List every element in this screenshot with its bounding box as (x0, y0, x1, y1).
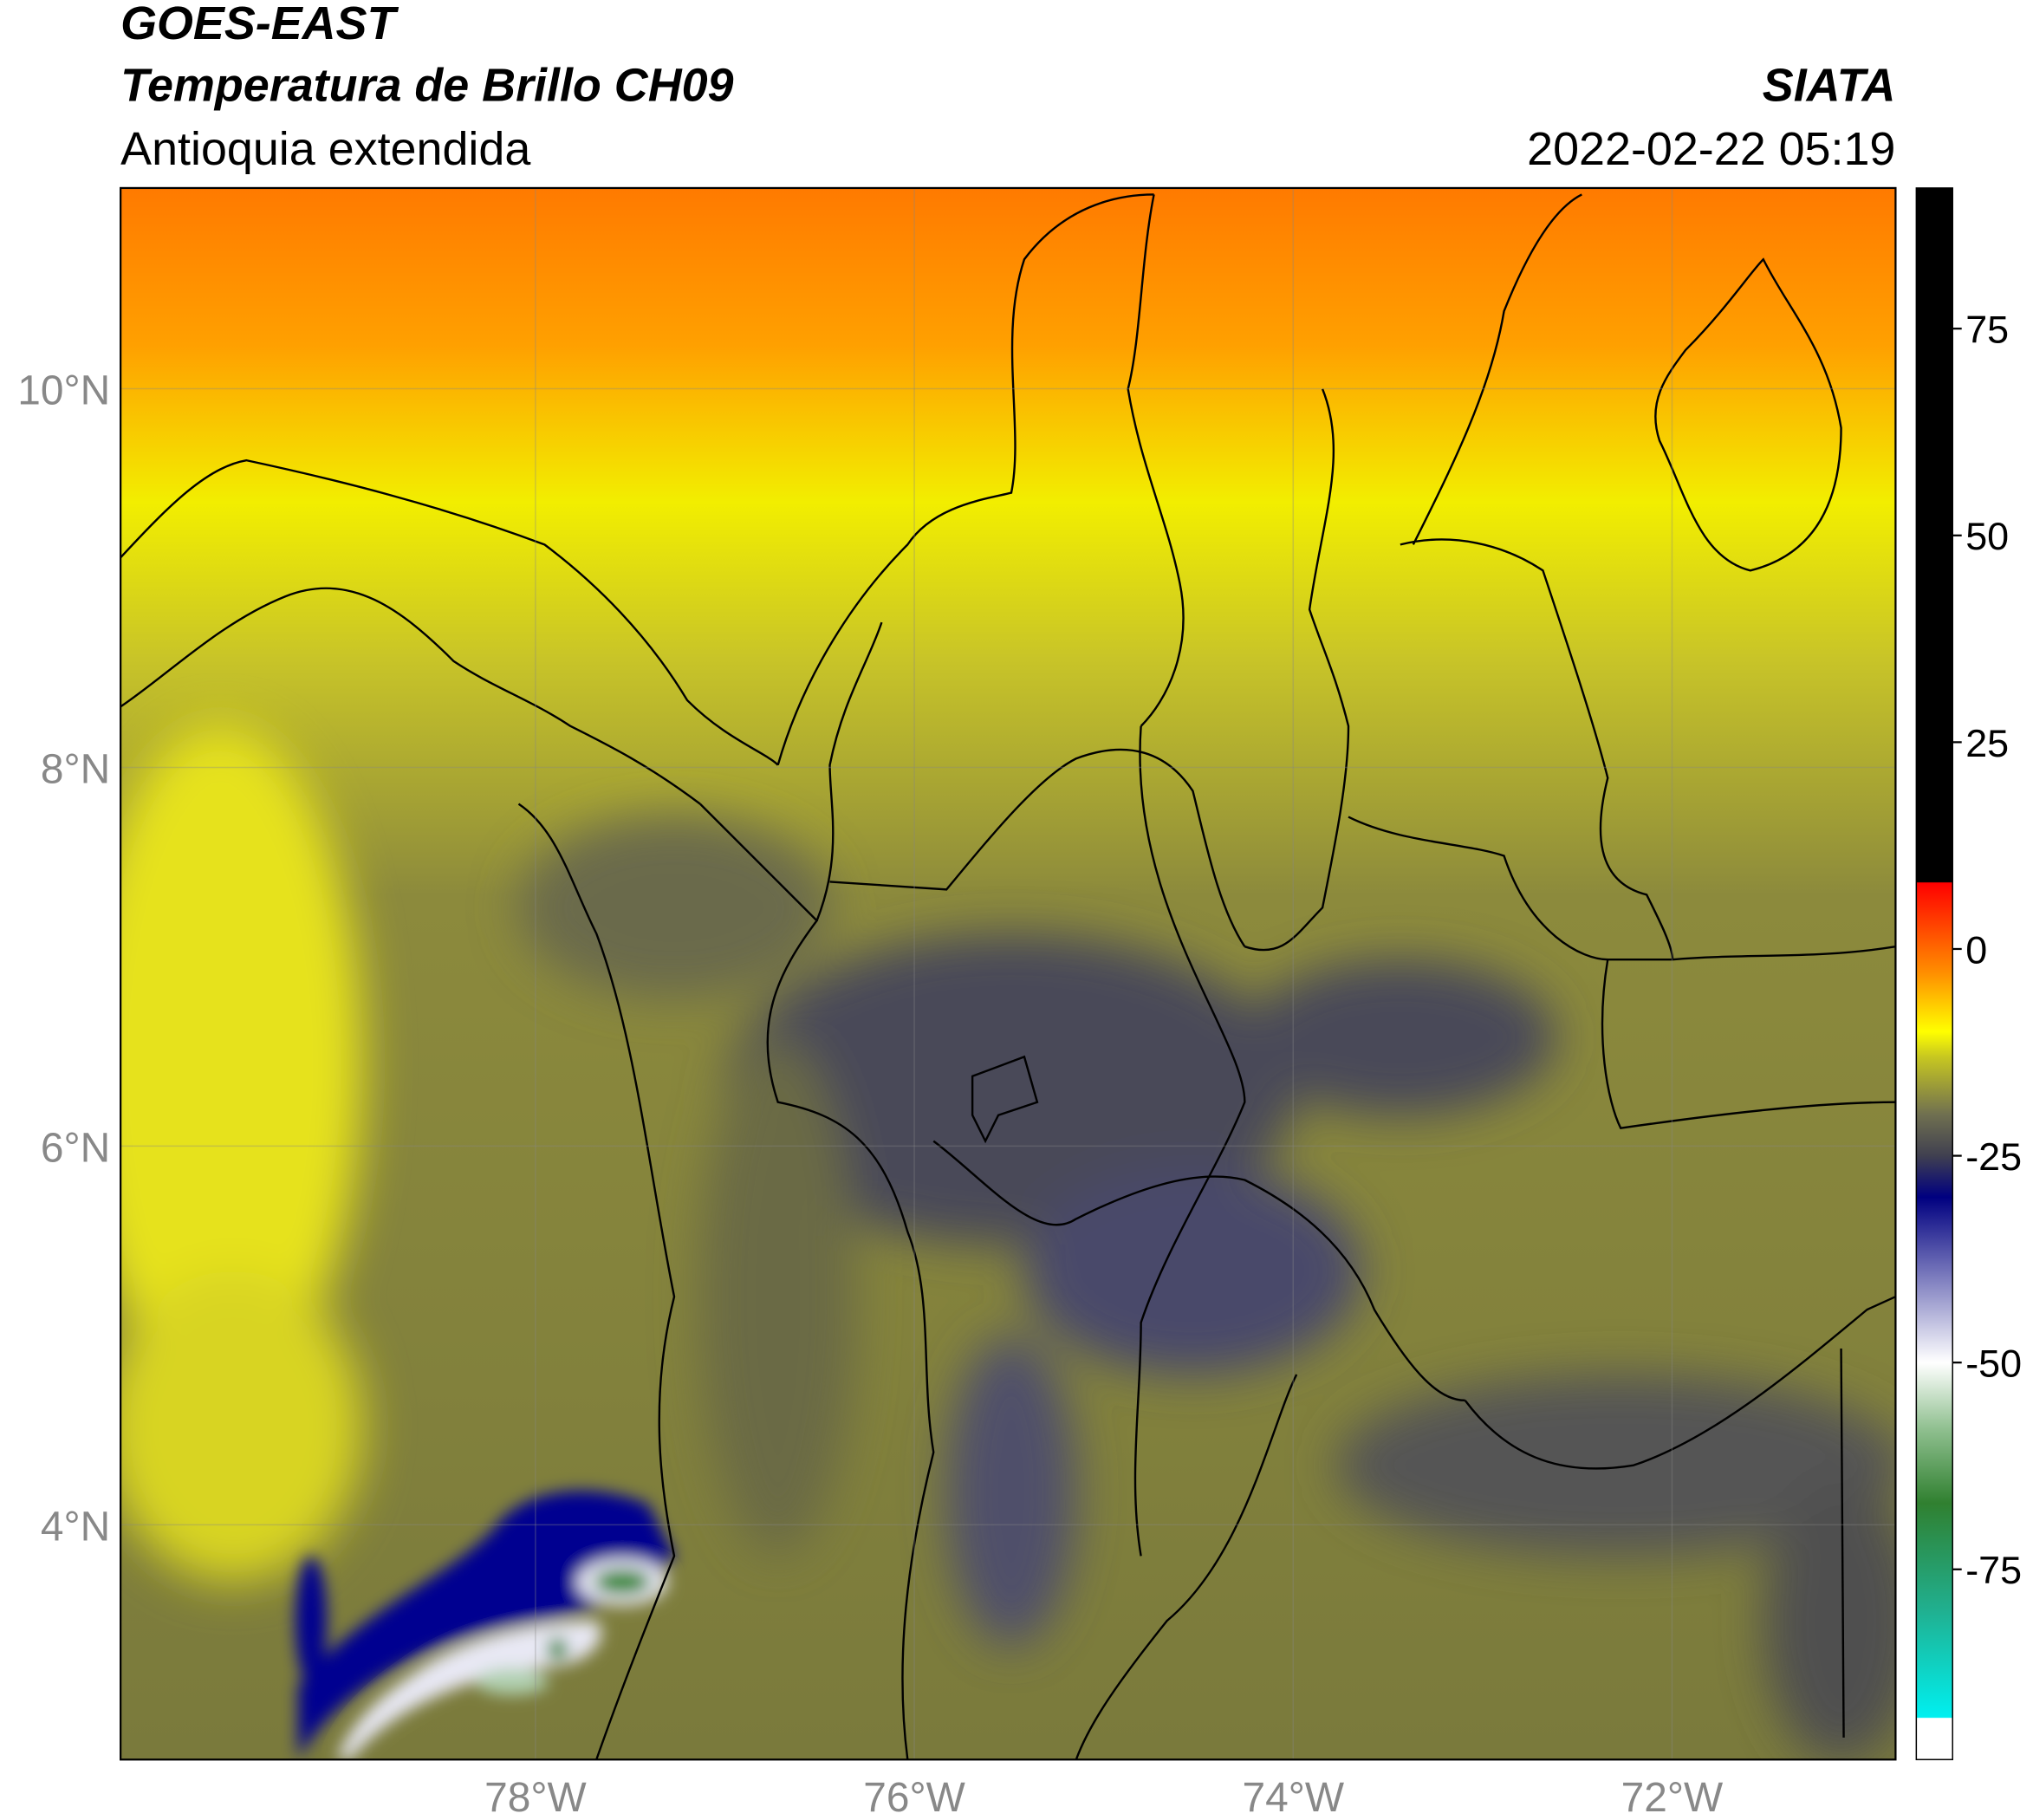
x-tick-label: 78°W (484, 1775, 587, 1820)
x-tick-label: 74°W (1242, 1775, 1344, 1820)
colorbar-tick-label: -75 (1965, 1548, 2022, 1592)
x-tick-label: 72°W (1621, 1775, 1724, 1820)
y-tick-label: 4°N (41, 1504, 110, 1550)
boundaries (120, 193, 1896, 1760)
colorbar-tick-label: -50 (1965, 1342, 2022, 1386)
region: Antioquia extendida (120, 123, 530, 175)
colorbar-tick-label: 0 (1965, 927, 1987, 972)
colorbar-tick-label: 50 (1965, 514, 2009, 558)
colorbar-tick-label: 25 (1965, 721, 2009, 765)
colorbar-tick-label: -25 (1965, 1134, 2022, 1179)
title: GOES-EAST (120, 0, 399, 49)
graticule (120, 187, 1896, 1760)
datetime: 2022-02-22 05:19 (1527, 123, 1895, 175)
colorbar: -75 -50 -25 0 25 50 75 (1915, 187, 2022, 1761)
x-tick-label: 76°W (863, 1775, 965, 1820)
subtitle: Temperatura de Brillo CH09 (120, 60, 733, 112)
map-frame (120, 186, 1897, 1761)
source: SIATA (1763, 60, 1896, 112)
colorbar-scale (1915, 187, 1953, 1761)
y-tick-label: 6°N (41, 1125, 110, 1171)
y-tick-label: 10°N (17, 367, 110, 413)
satellite-image (120, 187, 1896, 1760)
colorbar-tick-label: 75 (1965, 308, 2009, 352)
y-tick-label: 8°N (41, 746, 110, 792)
